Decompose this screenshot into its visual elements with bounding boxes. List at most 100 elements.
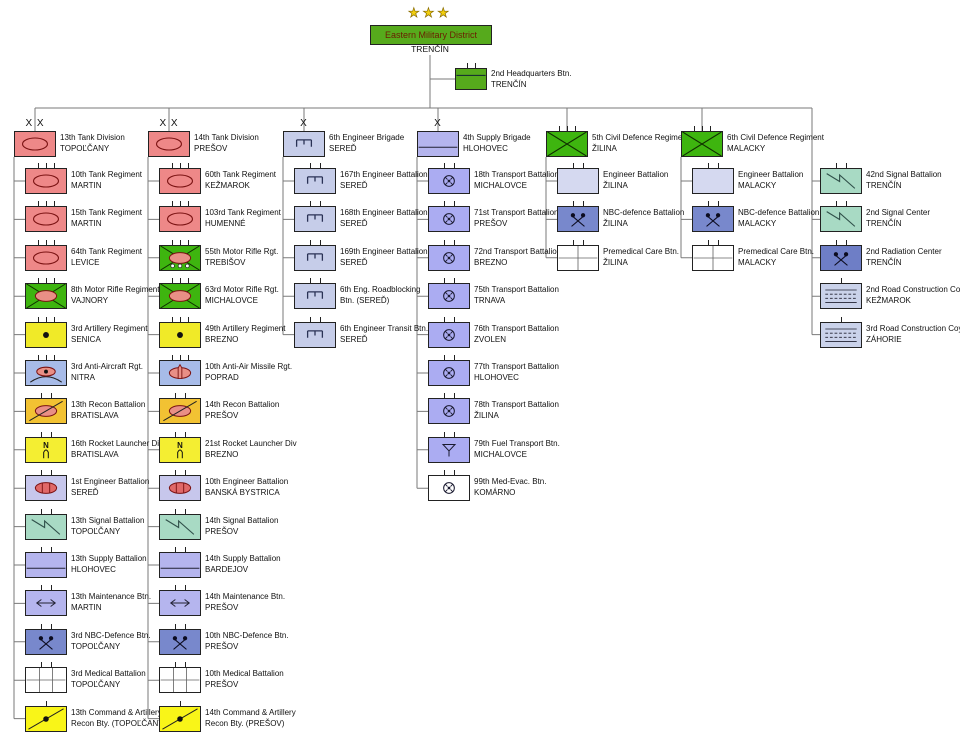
unit-name: 64th Tank Regiment	[71, 246, 143, 256]
unit-label: 42nd Signal Battalion TRENČÍN	[866, 169, 942, 191]
unit-location: VAJNORY	[71, 296, 109, 306]
unit-name: Engineer Battalion	[603, 170, 669, 179]
echelon-mark	[50, 623, 52, 630]
unit-name: 2nd Signal Center	[866, 208, 931, 218]
unit-name: 13th Signal Battalion	[71, 515, 145, 525]
echelon-mark	[319, 316, 321, 323]
echelon-mark	[845, 239, 847, 246]
unit-location: HLOHOVEC	[474, 373, 519, 382]
unit-label: 14th Recon Battalion PREŠOV	[205, 399, 279, 421]
transport-icon	[428, 168, 470, 194]
unit-name: 15th Tank Regiment	[71, 208, 143, 218]
echelon-mark	[40, 431, 42, 438]
unit-name: 3rd Medical Battalion	[71, 669, 146, 679]
echelon-mark	[453, 431, 455, 438]
unit-location: TOPOĽČANY	[60, 144, 110, 153]
unit-label: 14th Supply Battalion BARDEJOV	[205, 553, 281, 575]
unit-location: ŽILINA	[603, 257, 628, 267]
unit-label: 14th Command & Artillery Recon Bty. (PREŠ…	[205, 707, 296, 729]
recon-icon	[25, 398, 67, 425]
echelon-label: X X	[25, 118, 45, 129]
echelon-mark	[187, 278, 189, 285]
unit-name: 60th Tank Regiment	[205, 170, 277, 179]
unit-label: 77th Transport Battalion HLOHOVEC	[474, 361, 559, 383]
nbc-icon	[692, 206, 734, 233]
echelon-mark	[50, 662, 52, 669]
echelon-mark	[309, 316, 311, 323]
echelon-mark	[187, 355, 189, 361]
echelon-label: X	[434, 118, 442, 129]
unit-label: 10th NBC-Defence Btn. PREŠOV	[205, 630, 289, 652]
unit-location: PREŠOV	[205, 680, 239, 690]
unit-location: TRENČÍN	[866, 257, 902, 267]
echelon-mark	[174, 547, 176, 553]
unit-label: 75th Transport Battalion TRNAVA	[474, 284, 559, 306]
root-unit-box: Eastern Military District	[370, 25, 492, 45]
unit-location: SEREĎ	[329, 144, 357, 153]
echelon-mark	[717, 201, 719, 208]
unit-label: 60th Tank Regiment KEŽMAROK	[205, 169, 276, 191]
echelon-mark	[171, 239, 173, 246]
echelon-mark	[174, 662, 176, 669]
echelon-mark	[37, 201, 39, 208]
echelon-mark	[319, 201, 321, 208]
cd-icon	[546, 131, 588, 157]
echelon-mark	[171, 278, 173, 285]
echelon-mark	[171, 163, 173, 169]
unit-label: Premedical Care Btn. ŽILINA	[603, 246, 679, 268]
cmd-recon-icon	[25, 705, 67, 732]
cd-eng-icon	[557, 168, 599, 194]
echelon-mark	[53, 316, 55, 323]
echelon-mark	[840, 316, 842, 323]
unit-name: 167th Engineer Battalion	[340, 170, 428, 179]
unit-name: 14th Signal Battalion	[205, 515, 279, 525]
unit-name: 10th Tank Regiment	[71, 170, 143, 179]
echelon-mark	[50, 547, 52, 553]
unit-name: 14th Supply Battalion	[205, 554, 281, 563]
echelon-mark	[572, 163, 574, 169]
echelon-mark	[443, 316, 445, 323]
unit-name: Engineer Battalion	[738, 170, 804, 179]
echelon-mark	[707, 239, 709, 246]
echelon-mark	[835, 163, 837, 169]
unit-name: 99th Med-Evac. Btn.	[474, 477, 547, 487]
unit-name: 76th Transport Battalion	[474, 323, 559, 333]
unit-label: 3rd Medical Battalion TOPOĽČANY	[71, 668, 146, 690]
unit-name: 49th Artillery Regiment	[205, 323, 286, 333]
unit-label: 167th Engineer Battalion SEREĎ	[340, 169, 428, 191]
unit-label: 13th Maintenance Btn. MARTIN	[71, 591, 151, 613]
unit-label: 71st Transport Battalion PREŠOV	[474, 207, 559, 229]
echelon-mark	[174, 470, 176, 477]
echelon-mark	[45, 201, 47, 208]
unit-location: MALACKY	[738, 219, 777, 229]
unit-label: 13th Recon Battalion BRATISLAVA	[71, 399, 145, 421]
unit-label: 14th Signal Battalion PREŠOV	[205, 515, 278, 537]
unit-location: HLOHOVEC	[463, 144, 508, 153]
unit-label: 10th Engineer Battalion BANSKÁ BYSTRICA	[205, 476, 288, 498]
unit-name: 2nd Road Construction Coy.	[866, 285, 960, 295]
unit-name: 2nd Headquarters Btn.	[491, 69, 572, 78]
echelon-mark	[453, 470, 455, 477]
echelon-mark	[45, 163, 47, 169]
aa-missile-icon	[159, 360, 201, 386]
echelon-mark	[179, 239, 181, 246]
cd-eng-icon	[692, 168, 734, 194]
echelon-mark	[45, 278, 47, 285]
unit-name: Premedical Care Btn.	[603, 246, 680, 256]
unit-name: 8th Motor Rifle Regiment	[71, 285, 160, 295]
echelon-mark	[171, 201, 173, 208]
unit-location: PREŠOV	[205, 526, 239, 536]
unit-label: 4th Supply Brigade HLOHOVEC	[463, 132, 531, 154]
echelon-mark	[319, 278, 321, 285]
echelon-mark	[319, 239, 321, 246]
unit-name: 3rd NBC-Defence Btn.	[71, 630, 151, 640]
unit-location: NITRA	[71, 373, 95, 382]
unit-name: 13th Tank Division	[60, 133, 125, 142]
unit-location: SEREĎ	[340, 181, 368, 190]
echelon-mark	[37, 163, 39, 169]
echelon-mark	[709, 126, 711, 132]
echelon-mark	[574, 126, 576, 132]
echelon-mark	[174, 508, 176, 515]
transport-icon	[428, 283, 470, 310]
echelon-mark	[40, 393, 42, 400]
